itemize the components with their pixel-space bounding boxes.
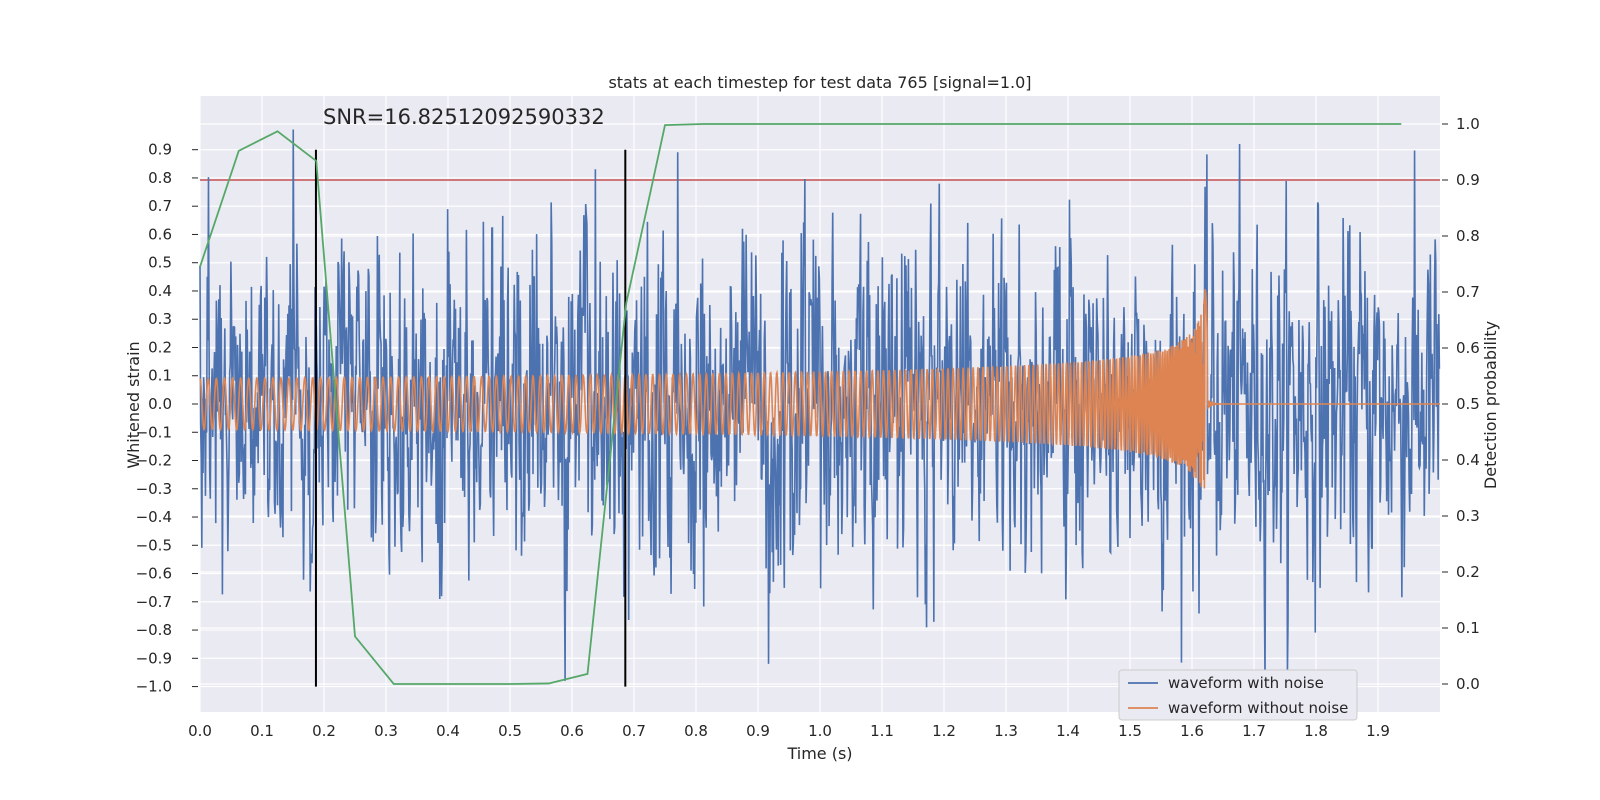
y-tick-label: 0.5 <box>148 254 172 272</box>
y-tick-label: 0.0 <box>148 395 172 413</box>
x-tick-label: 0.8 <box>684 722 708 740</box>
y-tick-label: 0.9 <box>148 141 172 159</box>
tick-layer: 0.0 0.1 0.2 0.3 0.4 0.5 0.6 0.7 0.8 0.9 1.0 1.1 1.2 1… <box>136 115 1480 740</box>
x-tick-label: 1.5 <box>1118 722 1142 740</box>
legend-label-noisy: waveform with noise <box>1168 674 1324 692</box>
x-tick-label: 0.2 <box>312 722 336 740</box>
y2-tick-label: 0.9 <box>1456 171 1480 189</box>
x-tick-label: 0.0 <box>188 722 212 740</box>
y2-tick-label: 0.0 <box>1456 675 1480 693</box>
x-tick-label: 1.1 <box>870 722 894 740</box>
vline-layer <box>314 149 627 687</box>
y2-tick-label: 0.7 <box>1456 283 1480 301</box>
y-tick-label: −0.9 <box>136 649 172 667</box>
y-tick-label: −0.8 <box>136 621 172 639</box>
series-waveform-without-noise <box>199 288 1440 489</box>
y-tick-label: −0.2 <box>136 452 172 470</box>
x-tick-label: 1.9 <box>1366 722 1390 740</box>
y2-tick-label: 1.0 <box>1456 115 1480 133</box>
x-tick-label: 1.0 <box>808 722 832 740</box>
series-layer <box>199 129 1441 681</box>
y-tick-label: −0.4 <box>136 508 172 526</box>
x-tick-label: 0.1 <box>250 722 274 740</box>
x-tick-label: 0.4 <box>436 722 460 740</box>
x-tick-label: 1.2 <box>932 722 956 740</box>
probability-layer <box>199 123 1402 685</box>
legend: waveform with noise waveform without noi… <box>1118 669 1358 721</box>
y-axis-label: Whitened strain <box>124 341 143 468</box>
y-tick-label: −0.5 <box>136 536 172 554</box>
x-tick-label: 1.4 <box>1056 722 1080 740</box>
y2-axis-label: Detection probability <box>1481 321 1500 489</box>
y-tick-label: 0.3 <box>148 310 172 328</box>
y-tick-label: −1.0 <box>136 678 172 696</box>
legend-box <box>1118 669 1358 721</box>
series-waveform-with-noise <box>199 129 1441 681</box>
x-tick-label: 1.8 <box>1304 722 1328 740</box>
y2-tick-label: 0.3 <box>1456 507 1480 525</box>
y-tick-label: 0.6 <box>148 225 172 243</box>
y2-tick-label: 0.5 <box>1456 395 1480 413</box>
x-tick-label: 0.7 <box>622 722 646 740</box>
y-tick-label: 0.2 <box>148 338 172 356</box>
y-tick-label: 0.7 <box>148 197 172 215</box>
y2-tick-label: 0.4 <box>1456 451 1480 469</box>
y2-tick-label: 0.2 <box>1456 563 1480 581</box>
y-tick-label: 0.8 <box>148 169 172 187</box>
x-tick-label: 1.6 <box>1180 722 1204 740</box>
legend-label-clean: waveform without noise <box>1168 699 1348 717</box>
y2-tick-label: 0.8 <box>1456 227 1480 245</box>
y2-tick-label: 0.1 <box>1456 619 1480 637</box>
x-tick-label: 0.6 <box>560 722 584 740</box>
y-tick-label: 0.1 <box>148 367 172 385</box>
y-tick-label: −0.7 <box>136 593 172 611</box>
y-tick-label: −0.1 <box>136 423 172 441</box>
x-tick-label: 0.5 <box>498 722 522 740</box>
y-tick-label: 0.4 <box>148 282 172 300</box>
y-tick-label: −0.6 <box>136 565 172 583</box>
chart-title: stats at each timestep for test data 765… <box>608 73 1031 92</box>
series-detection-probability <box>199 123 1402 685</box>
y2-tick-label: 0.6 <box>1456 339 1480 357</box>
x-tick-label: 0.9 <box>746 722 770 740</box>
x-axis-label: Time (s) <box>786 744 852 763</box>
x-tick-label: 1.7 <box>1242 722 1266 740</box>
y-tick-label: −0.3 <box>136 480 172 498</box>
x-tick-label: 1.3 <box>994 722 1018 740</box>
snr-annotation: SNR=16.82512092590332 <box>323 105 605 129</box>
x-tick-label: 0.3 <box>374 722 398 740</box>
